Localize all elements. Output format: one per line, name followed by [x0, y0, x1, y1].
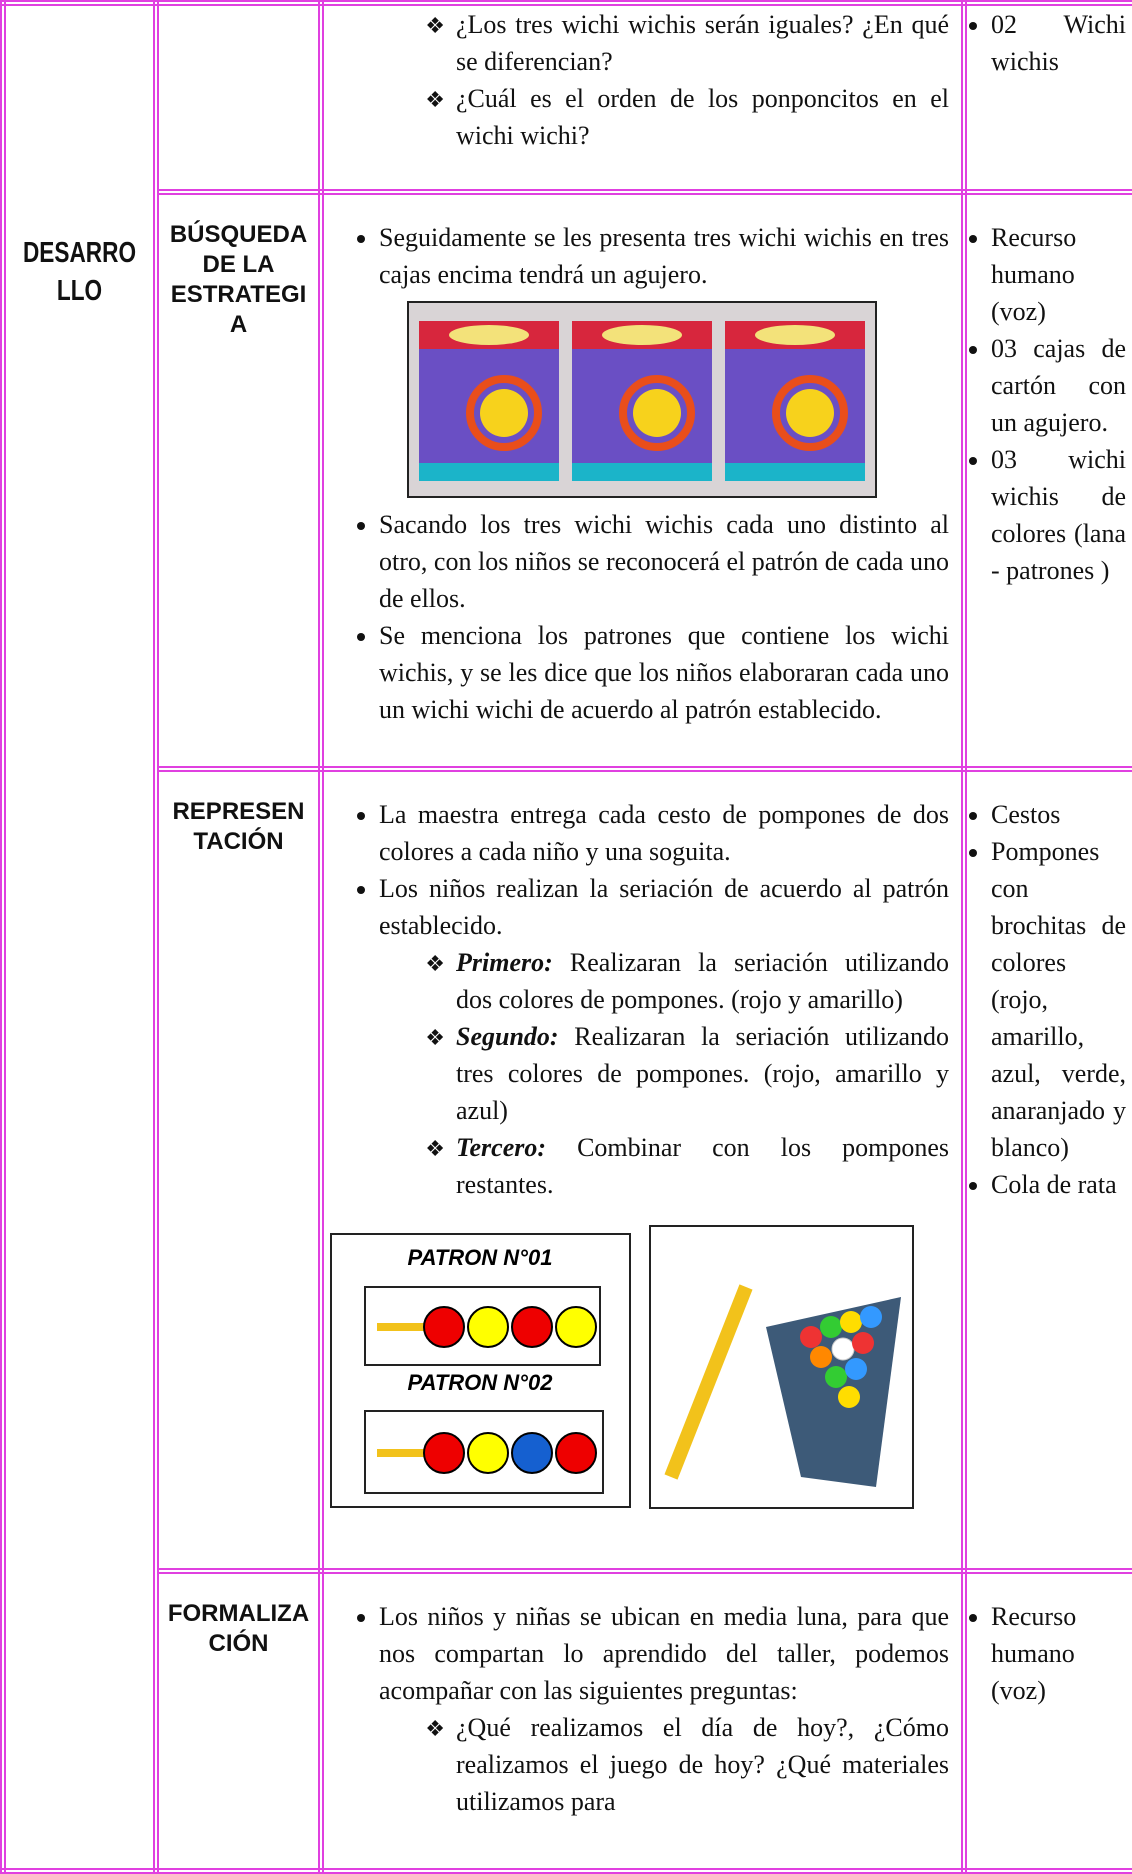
step-list: Los niños y niñas se ubican en media lun…	[334, 1598, 949, 1709]
pattern-image: PATRON N°01 PATRON N°02	[330, 1233, 631, 1508]
step: Se menciona los patrones que contiene lo…	[379, 617, 949, 728]
substep-list: Primero: Realizaran la seriación utiliza…	[334, 944, 949, 1203]
resource: 02 Wichi wichis	[991, 6, 1126, 80]
substep-lead: Segundo:	[456, 1022, 559, 1051]
resource: Recurso humano (voz)	[991, 1598, 1126, 1709]
content-cell: Seguidamente se les presenta tres wichi …	[318, 189, 967, 772]
resource: Recurso humano (voz)	[991, 219, 1126, 330]
stage: DESARROLLO	[22, 237, 137, 307]
step: Los niños realizan la seriación de acuer…	[379, 870, 949, 944]
substep: Primero: Realizaran la seriación utiliza…	[456, 944, 949, 1018]
pattern-label: PATRON N°01	[408, 1245, 553, 1270]
pattern-label: PATRON N°02	[408, 1370, 554, 1395]
substep-text: Realizaran la seriación utilizando tres …	[456, 1022, 949, 1125]
resource-cell: 02 Wichi wichis	[961, 0, 1132, 195]
step-list: Sacando los tres wichi wichis cada uno d…	[334, 506, 949, 728]
row: REPRESENTACIÓN La maestra entrega cada c…	[3, 766, 1132, 1574]
substep: Segundo: Realizaran la seriación utiliza…	[456, 1018, 949, 1129]
row: BÚSQUEDA DE LA ESTRATEGIA Seguidamente s…	[3, 189, 1132, 772]
question: ¿Cuál es el orden de los ponponcitos en …	[456, 80, 949, 154]
question: ¿Los tres wichi wichis serán iguales? ¿E…	[456, 6, 949, 80]
step: La maestra entrega cada cesto de pompone…	[379, 796, 949, 870]
step: Los niños y niñas se ubican en media lun…	[379, 1598, 949, 1709]
row: FORMALIZACIÓN Los niños y niñas se ubica…	[3, 1568, 1132, 1874]
content-cell: ¿Los tres wichi wichis serán iguales? ¿E…	[318, 0, 967, 195]
step: Sacando los tres wichi wichis cada uno d…	[379, 506, 949, 617]
resource-cell: Recurso humano (voz)	[961, 1568, 1132, 1874]
resource: 03 cajas de cartón con un agujero.	[991, 330, 1126, 441]
phase: BÚSQUEDA DE LA ESTRATEGIA	[169, 221, 308, 338]
step-list: Seguidamente se les presenta tres wichi …	[334, 219, 949, 293]
stage-cell: DESARROLLO	[0, 0, 159, 1874]
question-list: ¿Qué realizamos el día de hoy?, ¿Cómo re…	[334, 1709, 949, 1820]
image-row: PATRON N°01 PATRON N°02	[330, 1225, 949, 1509]
resource-cell: Cestos Pompones con brochitas de colores…	[961, 766, 1132, 1574]
substep-text: Combinar con los pompones restantes.	[456, 1133, 949, 1199]
basket-image	[649, 1225, 914, 1509]
resource: 03 wichi wichis de colores (lana - patro…	[991, 441, 1126, 589]
resource: Cestos	[991, 796, 1126, 833]
question: ¿Qué realizamos el día de hoy?, ¿Cómo re…	[456, 1709, 949, 1820]
question-list: ¿Los tres wichi wichis serán iguales? ¿E…	[334, 6, 949, 154]
content-cell: Los niños y niñas se ubican en media lun…	[318, 1568, 967, 1874]
step: Seguidamente se les presenta tres wichi …	[379, 219, 949, 293]
substep-text: Realizaran la seriación utilizando dos c…	[456, 948, 949, 1014]
resource-cell: Recurso humano (voz) 03 cajas de cartón …	[961, 189, 1132, 772]
resource: Cola de rata	[991, 1166, 1126, 1203]
substep-lead: Primero:	[456, 948, 553, 977]
content-cell: La maestra entrega cada cesto de pompone…	[318, 766, 967, 1574]
substep: Tercero: Combinar con los pompones resta…	[456, 1129, 949, 1203]
boxes-image	[406, 301, 877, 498]
substep-lead: Tercero:	[456, 1133, 547, 1162]
phase: REPRESENTACIÓN	[172, 798, 305, 855]
phase-cell	[153, 0, 324, 195]
resource: Pompones con brochitas de colores (rojo,…	[991, 833, 1126, 1166]
phase: FORMALIZACIÓN	[167, 1600, 310, 1657]
step-list: La maestra entrega cada cesto de pompone…	[334, 796, 949, 944]
